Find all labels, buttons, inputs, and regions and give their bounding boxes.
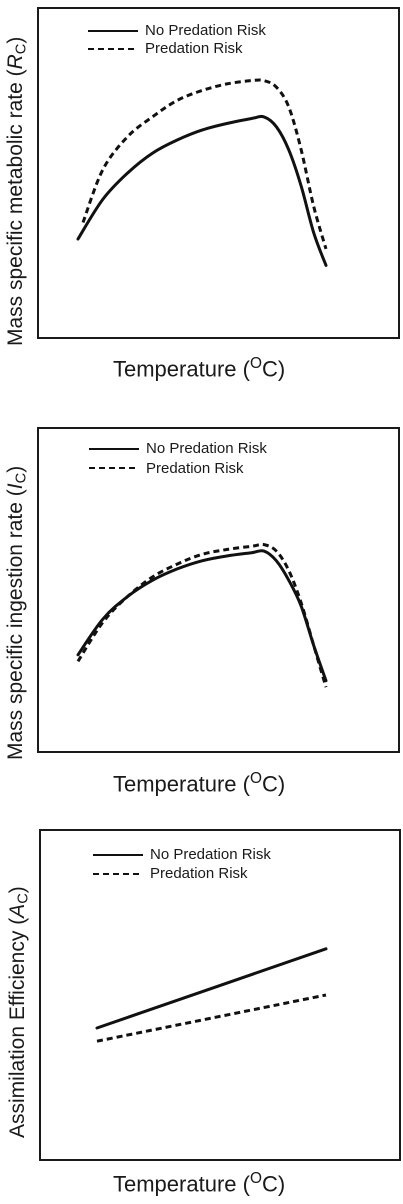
- series-line-no-predation-risk-1: [76, 114, 328, 267]
- x-axis-label-2: Temperature (OC): [113, 770, 286, 797]
- series-line-predation-risk-1: [81, 78, 328, 250]
- series-line-predation-risk-2: [76, 542, 328, 688]
- chart-panel-1: No Predation Risk Predation Risk Mass sp…: [0, 0, 403, 400]
- plot-frame-1: [37, 7, 400, 339]
- chart-panel-2: No Predation Risk Predation Risk Mass sp…: [4, 427, 400, 797]
- x-axis-label-3: Temperature (OC): [113, 1170, 286, 1197]
- legend-label-predation-1: Predation Risk: [145, 40, 243, 57]
- legend-label-no-predation-1: No Predation Risk: [145, 22, 266, 39]
- legend-label-predation-2: Predation Risk: [146, 460, 244, 477]
- chart-1-plot: [37, 7, 400, 339]
- legend-label-no-predation-3: No Predation Risk: [150, 846, 271, 863]
- chart-2-plot: [37, 427, 400, 753]
- legend-label-no-predation-2: No Predation Risk: [146, 440, 267, 457]
- plot-frame-2: [37, 427, 400, 753]
- x-axis-label-1: Temperature (OC): [113, 355, 286, 382]
- series-line-no-predation-risk-3: [95, 947, 328, 1030]
- plot-frame-3: [39, 829, 401, 1161]
- legend-label-predation-3: Predation Risk: [150, 865, 248, 882]
- y-axis-label-3: Assimilation Efficiency (AC): [6, 886, 32, 1138]
- series-line-predation-risk-3: [96, 993, 327, 1043]
